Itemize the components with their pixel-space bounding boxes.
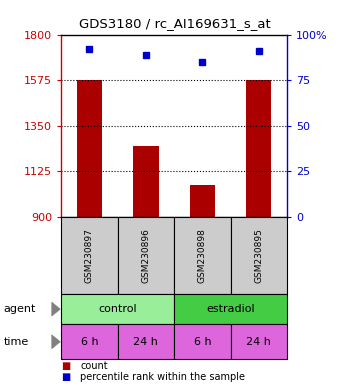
- Text: 6 h: 6 h: [80, 337, 98, 347]
- Text: ■: ■: [61, 372, 70, 382]
- Text: 24 h: 24 h: [246, 337, 271, 347]
- Text: GSM230898: GSM230898: [198, 228, 207, 283]
- Text: count: count: [80, 361, 108, 371]
- Text: 6 h: 6 h: [194, 337, 211, 347]
- Bar: [77, 80, 102, 217]
- Text: GSM230896: GSM230896: [141, 228, 150, 283]
- Text: time: time: [4, 337, 29, 347]
- Text: control: control: [98, 304, 137, 314]
- Text: estradiol: estradiol: [206, 304, 255, 314]
- Text: 24 h: 24 h: [133, 337, 158, 347]
- Text: GSM230895: GSM230895: [254, 228, 263, 283]
- Text: GDS3180 / rc_AI169631_s_at: GDS3180 / rc_AI169631_s_at: [79, 17, 271, 30]
- Text: agent: agent: [4, 304, 36, 314]
- Text: GSM230897: GSM230897: [85, 228, 94, 283]
- Text: ■: ■: [61, 361, 70, 371]
- Bar: [246, 80, 272, 217]
- Bar: [190, 185, 215, 217]
- Text: percentile rank within the sample: percentile rank within the sample: [80, 372, 245, 382]
- Bar: [133, 146, 159, 217]
